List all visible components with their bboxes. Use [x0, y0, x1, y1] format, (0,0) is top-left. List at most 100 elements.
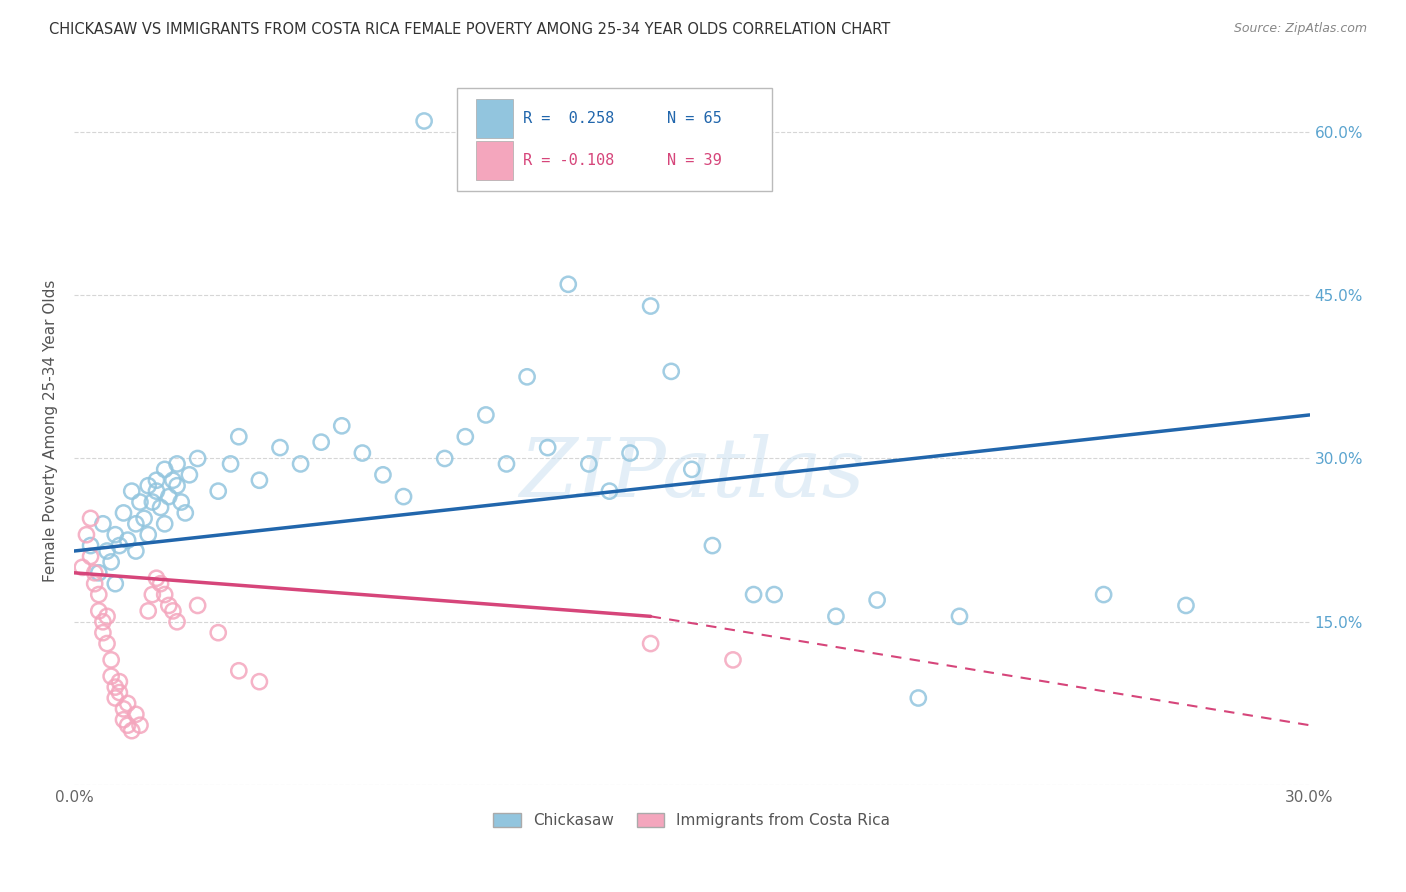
Point	[145, 473, 167, 487]
Point	[948, 609, 970, 624]
Point	[129, 718, 152, 732]
Point	[825, 609, 848, 624]
Point	[742, 588, 765, 602]
Point	[721, 653, 744, 667]
Point	[702, 539, 724, 553]
Point	[79, 549, 101, 564]
Point	[91, 625, 114, 640]
Point	[112, 713, 135, 727]
Point	[87, 566, 110, 580]
Point	[83, 576, 105, 591]
Point	[153, 462, 176, 476]
Point	[187, 451, 209, 466]
Point	[330, 418, 353, 433]
Point	[598, 484, 620, 499]
Point	[79, 539, 101, 553]
Point	[112, 506, 135, 520]
Text: CHICKASAW VS IMMIGRANTS FROM COSTA RICA FEMALE POVERTY AMONG 25-34 YEAR OLDS COR: CHICKASAW VS IMMIGRANTS FROM COSTA RICA …	[49, 22, 890, 37]
Point	[371, 467, 394, 482]
Point	[187, 599, 209, 613]
Bar	[475, 141, 513, 180]
Point	[392, 490, 415, 504]
Point	[166, 457, 188, 471]
Point	[121, 484, 143, 499]
Point	[79, 511, 101, 525]
Text: N = 65: N = 65	[666, 111, 721, 126]
Point	[659, 364, 682, 378]
Point	[433, 451, 456, 466]
Point	[96, 544, 118, 558]
Point	[309, 435, 332, 450]
Point	[578, 457, 600, 471]
Point	[141, 588, 163, 602]
Point	[153, 588, 176, 602]
Point	[145, 484, 167, 499]
Point	[866, 593, 889, 607]
Point	[125, 707, 148, 722]
Point	[100, 669, 122, 683]
Point	[100, 653, 122, 667]
Point	[108, 685, 131, 699]
Point	[537, 441, 560, 455]
Point	[681, 462, 703, 476]
Point	[153, 516, 176, 531]
Point	[619, 446, 641, 460]
Point	[413, 114, 436, 128]
Point	[96, 609, 118, 624]
Point	[495, 457, 517, 471]
Point	[108, 539, 131, 553]
Point	[1175, 599, 1198, 613]
Point	[104, 576, 127, 591]
Point	[162, 473, 184, 487]
Point	[454, 430, 477, 444]
Point	[96, 636, 118, 650]
Point	[125, 544, 148, 558]
Point	[87, 604, 110, 618]
Point	[207, 625, 229, 640]
Point	[136, 479, 159, 493]
Bar	[475, 99, 513, 137]
Point	[640, 636, 662, 650]
Point	[104, 691, 127, 706]
Point	[228, 430, 250, 444]
Point	[207, 484, 229, 499]
Point	[557, 277, 579, 292]
Point	[475, 408, 498, 422]
Point	[149, 576, 172, 591]
Text: R = -0.108: R = -0.108	[523, 153, 614, 168]
Point	[149, 500, 172, 515]
Point	[129, 495, 152, 509]
Point	[104, 527, 127, 541]
Point	[157, 599, 180, 613]
Point	[121, 723, 143, 738]
Point	[247, 674, 270, 689]
Y-axis label: Female Poverty Among 25-34 Year Olds: Female Poverty Among 25-34 Year Olds	[44, 280, 58, 582]
Point	[108, 674, 131, 689]
Point	[170, 495, 193, 509]
Point	[174, 506, 197, 520]
FancyBboxPatch shape	[457, 88, 772, 191]
Point	[136, 604, 159, 618]
Text: R =  0.258: R = 0.258	[523, 111, 614, 126]
Point	[91, 516, 114, 531]
Text: Source: ZipAtlas.com: Source: ZipAtlas.com	[1233, 22, 1367, 36]
Point	[75, 527, 97, 541]
Point	[290, 457, 312, 471]
Point	[136, 527, 159, 541]
Point	[907, 691, 929, 706]
Point	[91, 615, 114, 629]
Point	[112, 702, 135, 716]
Point	[100, 555, 122, 569]
Point	[125, 516, 148, 531]
Point	[117, 697, 139, 711]
Point	[640, 299, 662, 313]
Point	[117, 533, 139, 548]
Point	[87, 588, 110, 602]
Point	[117, 718, 139, 732]
Point	[72, 560, 94, 574]
Point	[269, 441, 291, 455]
Point	[132, 511, 155, 525]
Text: ZIPatlas: ZIPatlas	[519, 434, 865, 514]
Point	[763, 588, 786, 602]
Point	[516, 369, 538, 384]
